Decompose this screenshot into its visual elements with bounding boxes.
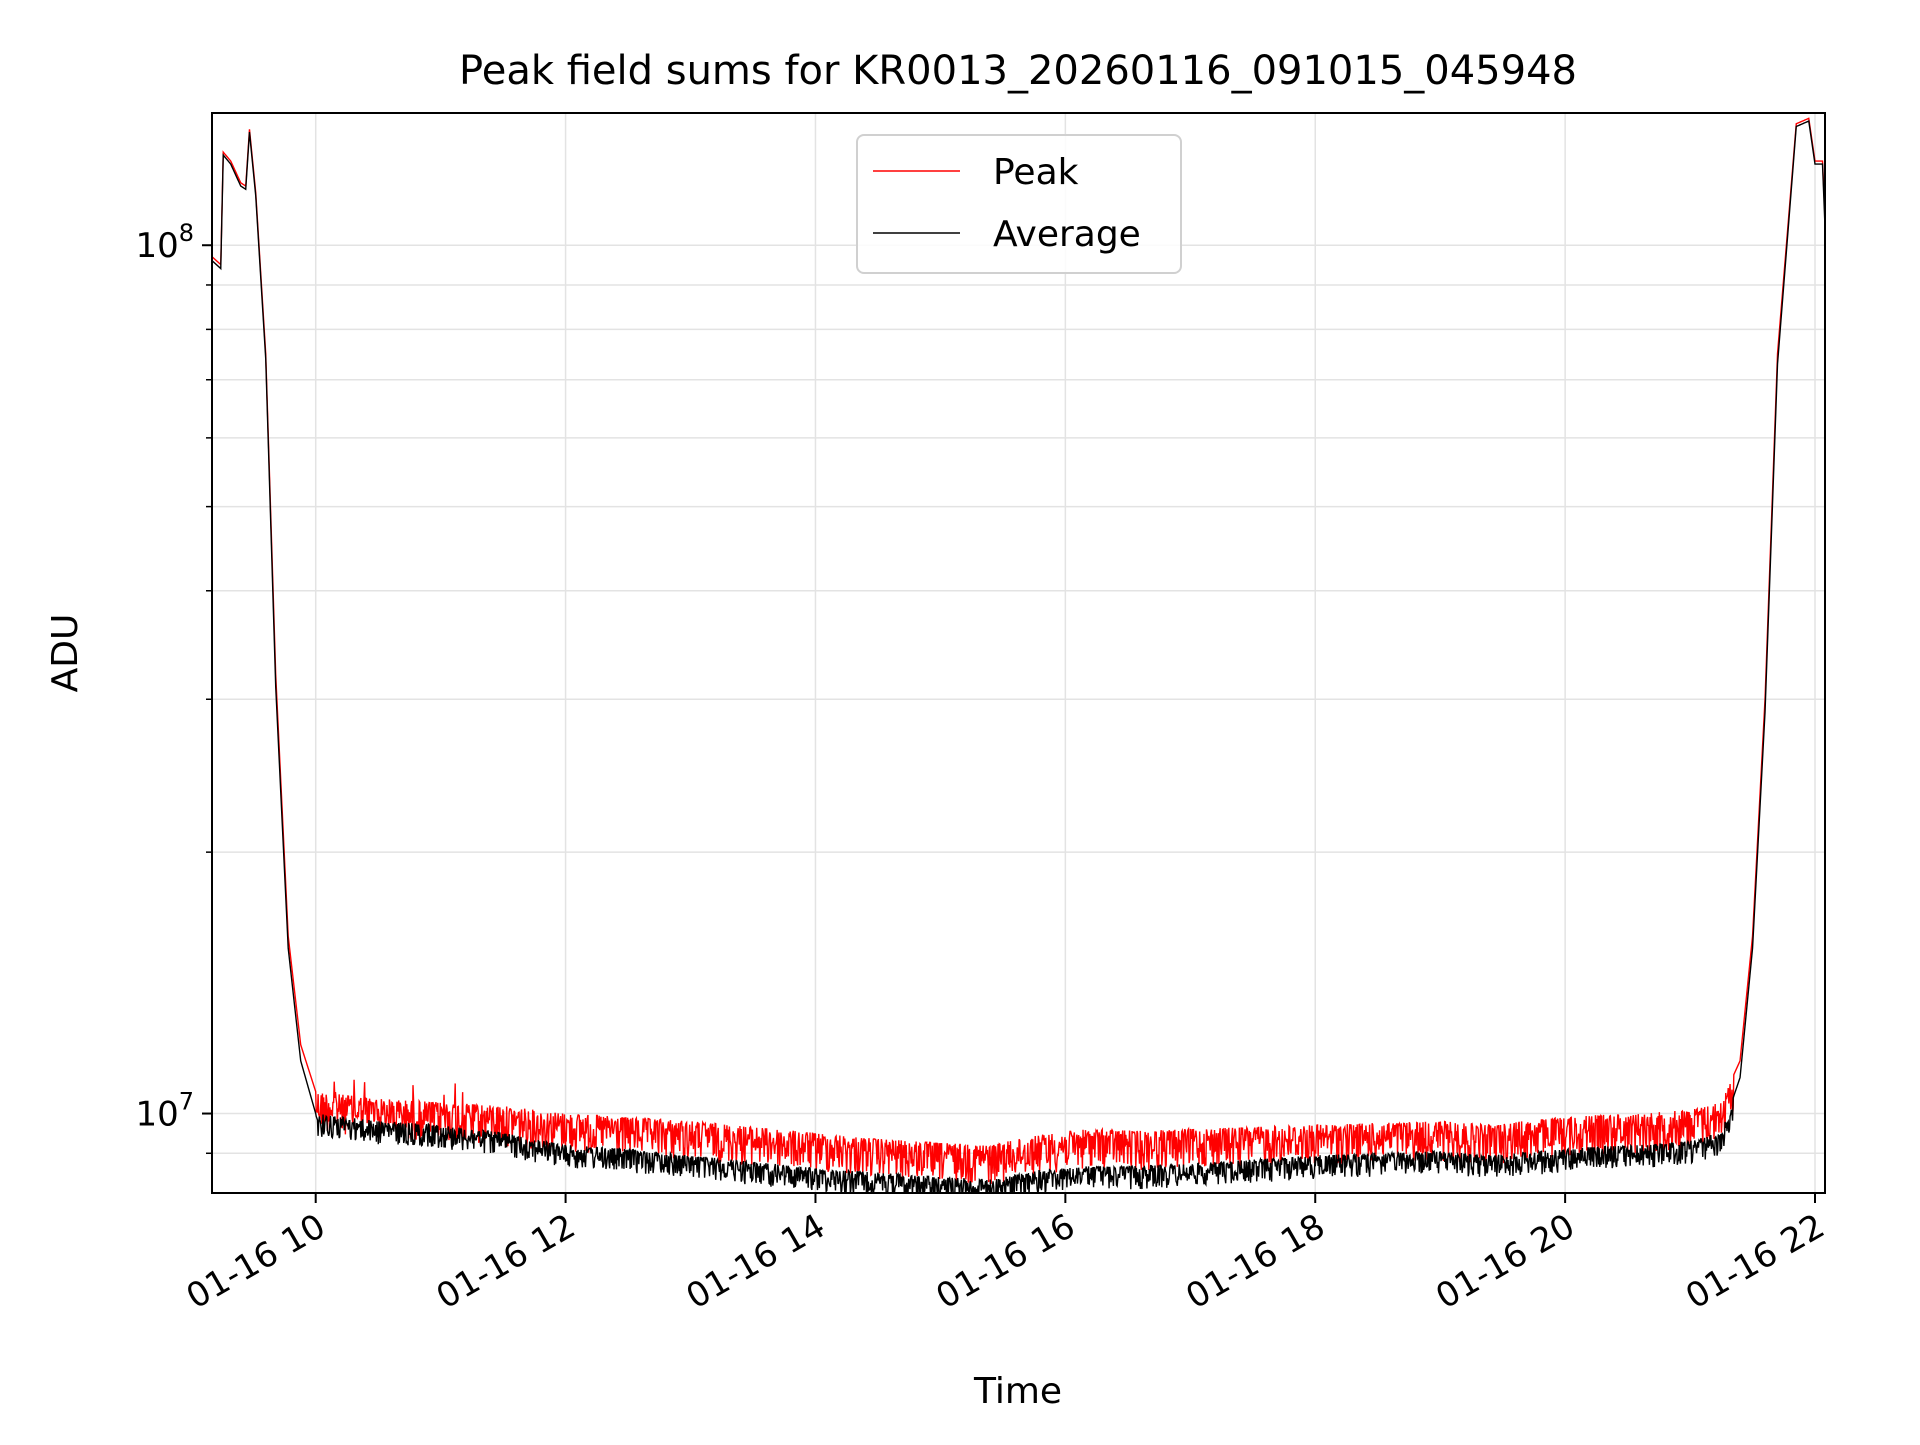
x-axis-label: Time (973, 1371, 1062, 1412)
y-axis-ticks: 107 108 (135, 219, 212, 1155)
grid (212, 113, 1825, 1193)
legend-box (856, 134, 1182, 274)
series-layer (212, 117, 1825, 1193)
y-axis-label: ADU (45, 614, 86, 693)
legend: Peak Average (856, 134, 1182, 274)
legend-label-peak: Peak (993, 152, 1079, 193)
series-line-average (212, 120, 1825, 1193)
y-tick-label: 107 (135, 1088, 194, 1135)
series-line-peak (212, 117, 1825, 1184)
chart-title: Peak field sums for KR0013_20260116_0910… (459, 48, 1577, 94)
legend-label-average: Average (993, 214, 1141, 255)
axes-frame (211, 112, 1826, 1194)
y-tick-label: 108 (135, 219, 194, 266)
